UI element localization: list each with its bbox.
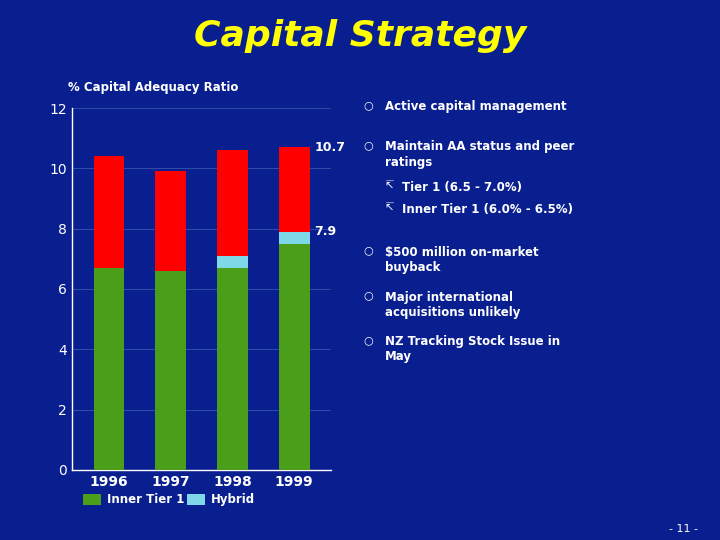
Text: $500 million on-market
buyback: $500 million on-market buyback <box>385 246 539 274</box>
Bar <box>94 268 125 470</box>
Text: ↸: ↸ <box>385 202 395 213</box>
Text: ○: ○ <box>364 335 374 345</box>
Bar <box>94 156 125 268</box>
Text: % Capital Adequacy Ratio: % Capital Adequacy Ratio <box>68 82 239 94</box>
Text: Hybrid: Hybrid <box>211 493 255 506</box>
Text: ○: ○ <box>364 140 374 151</box>
Text: ○: ○ <box>364 291 374 301</box>
Text: ○: ○ <box>364 100 374 110</box>
Text: Major international
acquisitions unlikely: Major international acquisitions unlikel… <box>385 291 521 319</box>
Bar <box>279 244 310 470</box>
Text: NZ Tracking Stock Issue in
May: NZ Tracking Stock Issue in May <box>385 335 560 363</box>
Text: Maintain AA status and peer
ratings: Maintain AA status and peer ratings <box>385 140 575 169</box>
Bar <box>156 271 186 470</box>
Bar <box>279 147 310 232</box>
Text: ○: ○ <box>364 246 374 256</box>
Text: Inner Tier 1: Inner Tier 1 <box>107 493 184 506</box>
Text: 7.9: 7.9 <box>315 225 337 238</box>
Bar <box>217 268 248 470</box>
Text: Tier 1 (6.5 - 7.0%): Tier 1 (6.5 - 7.0%) <box>402 181 522 194</box>
Bar <box>279 232 310 244</box>
Bar <box>156 171 186 271</box>
Bar <box>217 150 248 256</box>
Text: Active capital management: Active capital management <box>385 100 567 113</box>
Text: ↸: ↸ <box>385 181 395 191</box>
Text: Capital Strategy: Capital Strategy <box>194 19 526 53</box>
Text: Inner Tier 1 (6.0% - 6.5%): Inner Tier 1 (6.0% - 6.5%) <box>402 202 573 215</box>
Bar <box>217 256 248 268</box>
Text: 10.7: 10.7 <box>315 141 346 154</box>
Text: - 11 -: - 11 - <box>670 523 698 534</box>
